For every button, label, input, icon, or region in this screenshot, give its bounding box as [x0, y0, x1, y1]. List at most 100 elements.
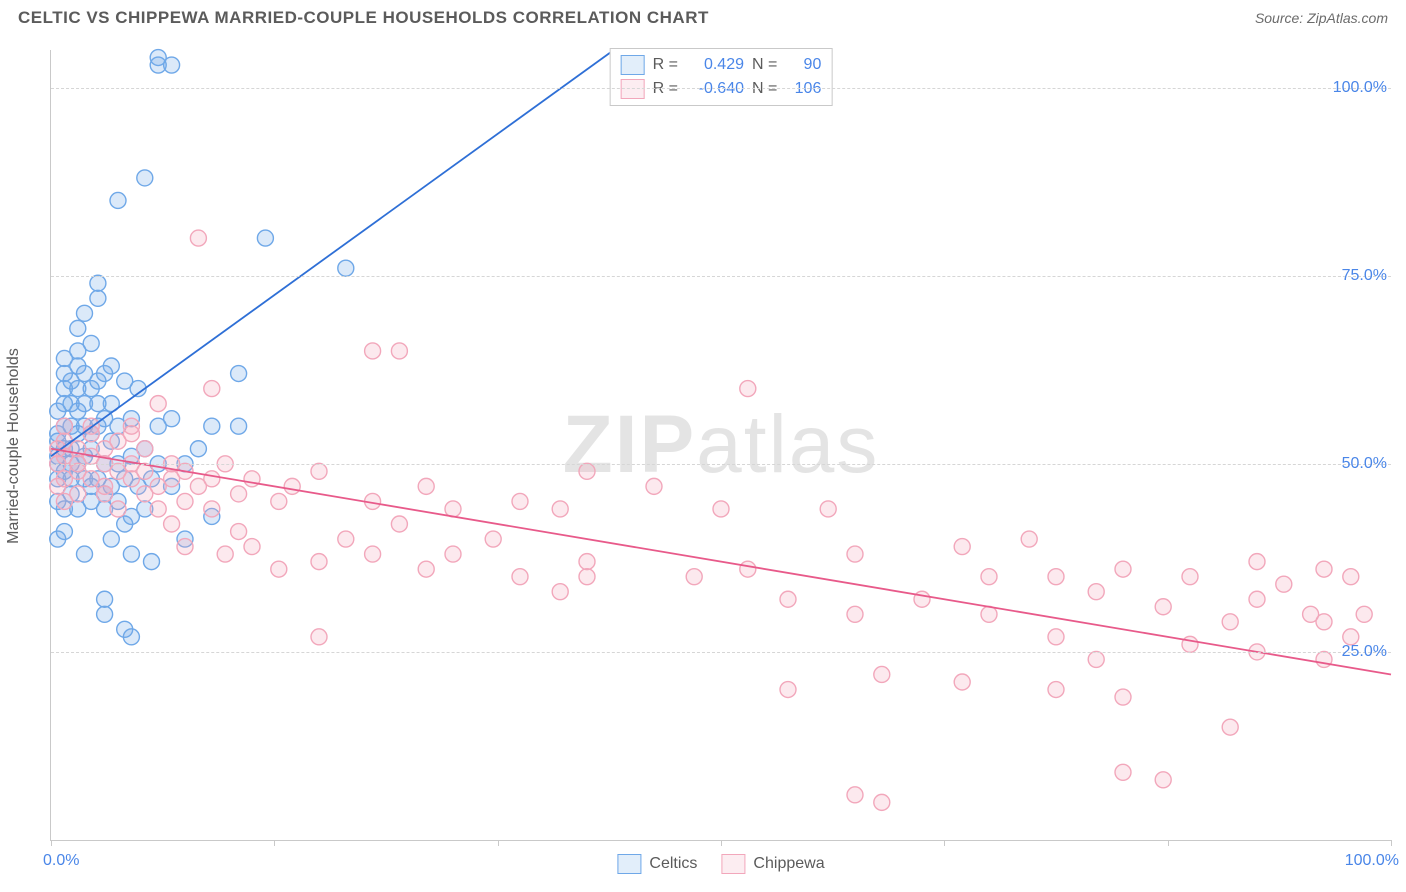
scatter-point-chippewa: [231, 486, 247, 502]
scatter-point-chippewa: [445, 501, 461, 517]
scatter-point-celtics: [90, 290, 106, 306]
scatter-point-chippewa: [177, 539, 193, 555]
legend-row-chippewa: R = -0.640 N = 106: [621, 77, 822, 101]
scatter-point-chippewa: [1222, 719, 1238, 735]
scatter-point-chippewa: [874, 794, 890, 810]
legend-swatch-celtics: [617, 854, 641, 874]
x-axis-max-label: 100.0%: [1345, 852, 1399, 870]
scatter-point-celtics: [110, 192, 126, 208]
legend-name-celtics: Celtics: [649, 855, 697, 873]
scatter-point-celtics: [70, 320, 86, 336]
scatter-point-chippewa: [1088, 651, 1104, 667]
scatter-point-celtics: [164, 57, 180, 73]
legend-r-value-celtics: 0.429: [686, 53, 744, 77]
legend-n-value-chippewa: 106: [785, 77, 821, 101]
scatter-point-chippewa: [874, 666, 890, 682]
y-axis-title: Married-couple Households: [5, 348, 23, 544]
scatter-point-chippewa: [1155, 772, 1171, 788]
scatter-point-chippewa: [579, 569, 595, 585]
scatter-point-chippewa: [204, 501, 220, 517]
scatter-point-chippewa: [418, 478, 434, 494]
scatter-point-chippewa: [231, 524, 247, 540]
scatter-point-celtics: [338, 260, 354, 276]
scatter-point-celtics: [204, 418, 220, 434]
legend-r-label: R =: [653, 77, 678, 101]
scatter-point-chippewa: [56, 418, 72, 434]
scatter-point-chippewa: [190, 230, 206, 246]
legend-swatch-celtics: [621, 55, 645, 75]
scatter-point-chippewa: [780, 682, 796, 698]
scatter-point-chippewa: [164, 516, 180, 532]
correlation-legend: R = 0.429 N = 90 R = -0.640 N = 106: [610, 48, 833, 106]
gridline: [51, 88, 1391, 89]
y-tick-label: 75.0%: [1336, 267, 1393, 285]
scatter-point-chippewa: [123, 426, 139, 442]
scatter-point-chippewa: [97, 486, 113, 502]
scatter-point-chippewa: [1088, 584, 1104, 600]
scatter-point-chippewa: [311, 554, 327, 570]
scatter-point-chippewa: [740, 561, 756, 577]
scatter-point-chippewa: [365, 546, 381, 562]
legend-n-label: N =: [752, 77, 777, 101]
x-tick-mark: [498, 840, 499, 846]
legend-swatch-chippewa: [721, 854, 745, 874]
scatter-point-chippewa: [338, 531, 354, 547]
scatter-point-celtics: [97, 606, 113, 622]
scatter-point-chippewa: [1276, 576, 1292, 592]
scatter-point-chippewa: [311, 629, 327, 645]
scatter-point-celtics: [190, 441, 206, 457]
legend-swatch-chippewa: [621, 79, 645, 99]
scatter-point-chippewa: [820, 501, 836, 517]
source-attribution: Source: ZipAtlas.com: [1255, 10, 1388, 26]
scatter-point-chippewa: [847, 606, 863, 622]
scatter-point-chippewa: [1115, 561, 1131, 577]
scatter-point-chippewa: [485, 531, 501, 547]
scatter-point-chippewa: [445, 546, 461, 562]
scatter-point-chippewa: [847, 546, 863, 562]
y-tick-label: 50.0%: [1336, 455, 1393, 473]
scatter-point-chippewa: [1048, 569, 1064, 585]
scatter-point-chippewa: [1155, 599, 1171, 615]
legend-r-value-chippewa: -0.640: [686, 77, 744, 101]
x-tick-mark: [1391, 840, 1392, 846]
scatter-point-chippewa: [1115, 689, 1131, 705]
scatter-point-celtics: [83, 335, 99, 351]
scatter-point-chippewa: [391, 343, 407, 359]
legend-n-label: N =: [752, 53, 777, 77]
legend-r-label: R =: [653, 53, 678, 77]
scatter-point-chippewa: [579, 554, 595, 570]
legend-item-celtics: Celtics: [617, 854, 697, 874]
scatter-point-celtics: [144, 554, 160, 570]
scatter-point-chippewa: [1343, 569, 1359, 585]
x-axis-min-label: 0.0%: [43, 852, 79, 870]
scatter-point-chippewa: [137, 441, 153, 457]
scatter-point-chippewa: [284, 478, 300, 494]
legend-n-value-celtics: 90: [785, 53, 821, 77]
y-tick-label: 25.0%: [1336, 643, 1393, 661]
scatter-point-chippewa: [713, 501, 729, 517]
scatter-point-chippewa: [110, 501, 126, 517]
scatter-point-celtics: [56, 524, 72, 540]
scatter-point-chippewa: [418, 561, 434, 577]
scatter-point-chippewa: [204, 471, 220, 487]
scatter-point-chippewa: [1021, 531, 1037, 547]
scatter-point-chippewa: [954, 674, 970, 690]
scatter-point-celtics: [103, 358, 119, 374]
scatter-svg: [51, 50, 1391, 840]
scatter-point-chippewa: [217, 546, 233, 562]
scatter-point-chippewa: [204, 381, 220, 397]
scatter-point-chippewa: [552, 584, 568, 600]
scatter-point-chippewa: [70, 486, 86, 502]
x-tick-mark: [51, 840, 52, 846]
scatter-point-celtics: [164, 411, 180, 427]
scatter-point-celtics: [123, 546, 139, 562]
x-tick-mark: [1168, 840, 1169, 846]
scatter-point-celtics: [123, 629, 139, 645]
scatter-point-chippewa: [150, 501, 166, 517]
legend-row-celtics: R = 0.429 N = 90: [621, 53, 822, 77]
scatter-point-chippewa: [1316, 614, 1332, 630]
scatter-point-chippewa: [244, 539, 260, 555]
scatter-point-chippewa: [579, 463, 595, 479]
scatter-point-chippewa: [311, 463, 327, 479]
scatter-point-chippewa: [365, 343, 381, 359]
